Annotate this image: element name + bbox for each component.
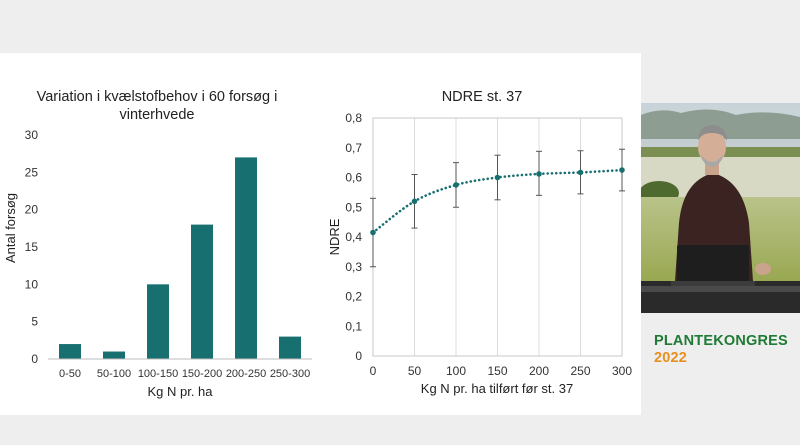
line-chart-xlabel: Kg N pr. ha tilført før st. 37 (421, 381, 573, 396)
bar-chart-bar (235, 157, 257, 359)
line-chart-x-tick-label: 0 (370, 364, 377, 378)
line-chart-data-point (577, 169, 584, 176)
line-chart: NDRE st. 37 0 0,1 0,2 0,3 0,4 0,5 0,6 0,7 0,8 0 5… (327, 89, 632, 396)
line-chart-y-tick-label: 0,5 (345, 200, 362, 214)
bar-chart-x-tick-label: 150-200 (182, 368, 222, 380)
bar-chart-y-tick-label: 25 (25, 165, 39, 179)
line-chart-data-point (536, 171, 542, 177)
presenter-video-image (641, 103, 800, 313)
line-chart-title: NDRE st. 37 (442, 89, 523, 105)
presentation-slide: Variation i kvælstofbehov i 60 forsøg i … (0, 53, 641, 415)
line-chart-x-tick-label: 300 (612, 364, 632, 378)
line-chart-data-point (619, 167, 625, 173)
line-chart-data-point (370, 229, 376, 236)
brand-name: PLANTEKONGRES (654, 333, 788, 349)
line-chart-y-tick-label: 0,8 (345, 111, 362, 125)
bar-chart-y-tick-label: 30 (25, 128, 39, 142)
bar-chart-x-tick-label: 250-300 (270, 368, 310, 380)
plantekongres-logo: PLANTEKONGRES 2022 (654, 333, 788, 367)
line-chart-y-tick-label: 0,1 (345, 319, 362, 333)
slide-charts: Variation i kvælstofbehov i 60 forsøg i … (3, 89, 632, 399)
bar-chart-bar (279, 336, 301, 359)
bar-chart-x-tick-label: 100-150 (138, 368, 178, 380)
line-chart-ylabel: NDRE (327, 218, 342, 255)
bar-chart-title-line2: vinterhvede (120, 107, 195, 123)
bar-chart-y-tick-label: 15 (25, 240, 39, 254)
line-chart-y-tick-label: 0,2 (345, 290, 362, 304)
bar-chart-x-tick-label: 0-50 (59, 368, 81, 380)
line-chart-x-tick-label: 200 (529, 364, 549, 378)
bar-chart-title-line1: Variation i kvælstofbehov i 60 forsøg i (37, 89, 278, 105)
brand-year: 2022 (654, 350, 688, 366)
line-chart-y-tick-label: 0,7 (345, 141, 362, 155)
line-chart-x-tick-label: 50 (408, 364, 422, 378)
bar-chart-y-tick-label: 0 (31, 352, 38, 366)
bar-chart-xlabel: Kg N pr. ha (147, 384, 213, 399)
line-chart-data-point (453, 182, 459, 188)
bar-chart-bar (147, 284, 169, 359)
line-chart-x-tick-label: 250 (570, 364, 590, 378)
bar-chart-ylabel: Antal forsøg (3, 193, 18, 263)
bar-chart-bar (191, 224, 213, 359)
line-chart-x-tick-label: 100 (446, 364, 466, 378)
bar-chart-x-tick-label: 200-250 (226, 368, 266, 380)
bar-chart-y-tick-label: 10 (25, 277, 39, 291)
bar-chart-bar (103, 351, 125, 359)
line-chart-data-point (494, 174, 501, 181)
bar-chart: Variation i kvælstofbehov i 60 forsøg i … (3, 89, 312, 399)
line-chart-y-tick-label: 0 (355, 349, 362, 363)
line-chart-y-tick-label: 0,6 (345, 171, 362, 185)
bar-chart-bar (59, 344, 81, 359)
bar-chart-y-tick-label: 5 (31, 315, 38, 329)
bar-chart-y-tick-label: 20 (25, 203, 39, 217)
presenter-video (641, 103, 800, 313)
line-chart-x-tick-label: 150 (487, 364, 507, 378)
line-chart-y-tick-label: 0,4 (345, 230, 362, 244)
line-chart-data-point (411, 198, 418, 205)
line-chart-y-tick-label: 0,3 (345, 260, 362, 274)
bar-chart-x-tick-label: 50-100 (97, 368, 131, 380)
